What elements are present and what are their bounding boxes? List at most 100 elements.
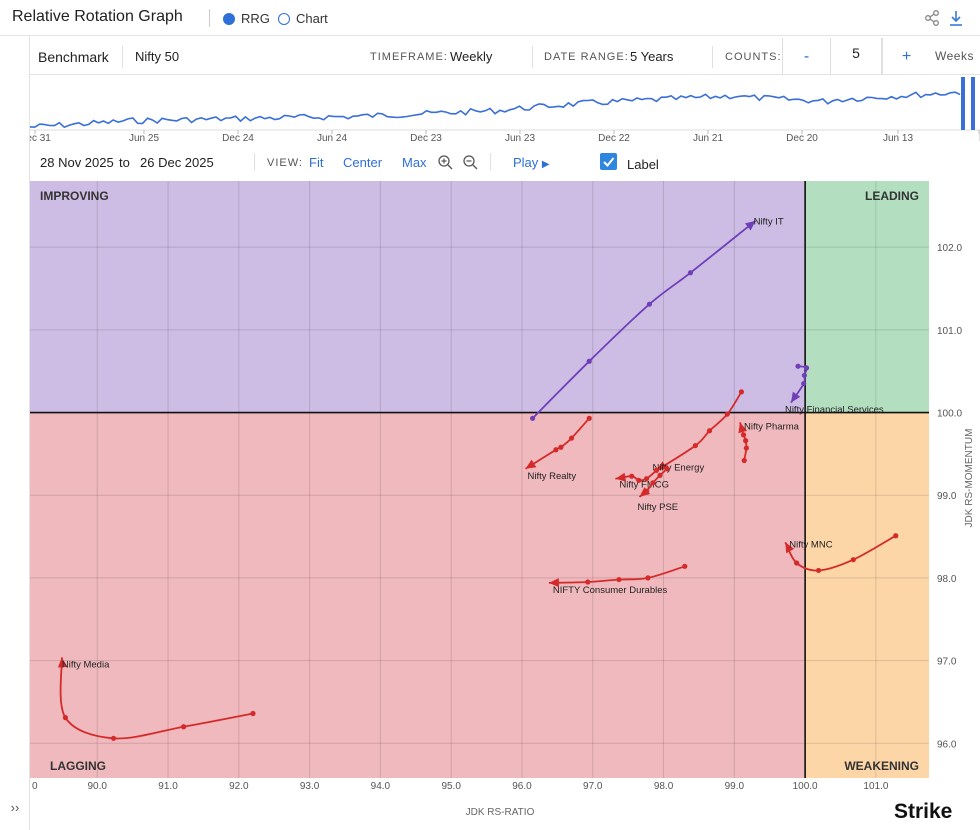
label-checkbox[interactable] xyxy=(600,153,617,170)
quadrant-label-weakening: WEAKENING xyxy=(844,759,919,773)
series-point[interactable] xyxy=(801,380,807,387)
to-date[interactable]: 26 Dec 2025 xyxy=(140,155,214,170)
y-tick-label: 101.0 xyxy=(937,326,962,337)
zoom-out-icon[interactable] xyxy=(462,154,478,170)
navigator-tick-label: Jun 13 xyxy=(883,133,913,144)
time-navigator[interactable]: Dec 31 Jun 25 Dec 24 Jun 24 Dec 23 Jun 23 Dec … xyxy=(30,75,980,145)
series-point[interactable] xyxy=(653,467,660,474)
app-title: Relative Rotation Graph xyxy=(12,8,183,25)
toolbar-divider xyxy=(532,46,533,68)
download-icon[interactable] xyxy=(947,9,965,27)
series-label: Nifty MNC xyxy=(789,539,832,550)
rrg-chart[interactable]: IMPROVING LEADING LAGGING WEAKENING 0 90.0 91… xyxy=(0,178,980,830)
series-point[interactable] xyxy=(795,363,801,369)
series-point[interactable] xyxy=(568,435,575,441)
series-head-arrow[interactable] xyxy=(615,472,626,482)
series-head-arrow[interactable] xyxy=(639,487,651,497)
toolbar-divider xyxy=(122,46,123,68)
series-point[interactable] xyxy=(586,415,592,421)
series-point[interactable] xyxy=(558,444,564,450)
series-point[interactable] xyxy=(687,270,694,276)
series-point[interactable] xyxy=(181,724,187,730)
y-tick-label: 97.0 xyxy=(937,657,957,668)
series-point[interactable] xyxy=(629,473,635,479)
series-label: Nifty PSE xyxy=(637,502,678,513)
series-point[interactable] xyxy=(682,563,688,569)
series-point[interactable] xyxy=(657,472,663,478)
title-divider xyxy=(209,9,210,27)
count-increase-button[interactable]: + xyxy=(882,38,930,75)
x-tick-label: 97.0 xyxy=(583,781,603,792)
series-point[interactable] xyxy=(741,457,747,464)
series-point[interactable] xyxy=(585,579,591,585)
series-point[interactable] xyxy=(643,476,650,482)
share-icon[interactable] xyxy=(923,9,941,27)
navigator-tick-label: Dec 24 xyxy=(222,133,254,144)
series-point[interactable] xyxy=(616,576,622,583)
chart-radio[interactable]: Chart xyxy=(278,11,328,26)
series-point[interactable] xyxy=(801,372,808,378)
rrg-radio[interactable]: RRG xyxy=(223,11,270,26)
series-point[interactable] xyxy=(738,389,745,395)
center-button[interactable]: Center xyxy=(343,155,383,170)
date-range-label: DATE RANGE: xyxy=(544,51,629,63)
series-point[interactable] xyxy=(724,411,730,417)
series-point[interactable] xyxy=(553,447,559,453)
series-head-arrow[interactable] xyxy=(791,391,801,403)
navigator-tick-label: Dec 22 xyxy=(598,133,630,144)
series-point[interactable] xyxy=(529,415,536,421)
timeframe-select[interactable]: Weekly xyxy=(450,49,493,64)
to-label: to xyxy=(119,155,130,170)
series-point[interactable] xyxy=(646,301,652,307)
series-head-arrow[interactable] xyxy=(738,422,748,434)
series-point[interactable] xyxy=(815,567,822,574)
series-point[interactable] xyxy=(893,533,899,539)
count-input[interactable]: 5 xyxy=(830,38,882,75)
date-range-select[interactable]: 5 Years xyxy=(630,49,674,64)
expand-sidebar-icon[interactable]: ›› xyxy=(10,800,20,815)
series-point[interactable] xyxy=(250,710,256,717)
series-point[interactable] xyxy=(706,428,713,434)
series-point[interactable] xyxy=(110,735,117,741)
quadrant-label-leading: LEADING xyxy=(865,189,919,203)
x-tick-label: 99.0 xyxy=(725,781,745,792)
series-point[interactable] xyxy=(62,715,68,721)
play-button[interactable]: Play ▶ xyxy=(513,155,550,170)
series-point[interactable] xyxy=(850,557,856,563)
series-point[interactable] xyxy=(743,445,749,451)
series-label: Nifty FMCG xyxy=(619,480,669,491)
y-tick-label: 99.0 xyxy=(937,491,957,502)
series-point[interactable] xyxy=(636,477,642,483)
series-point[interactable] xyxy=(586,358,592,364)
series-label: Nifty Realty xyxy=(528,471,577,482)
series-label: Nifty Financial Services xyxy=(785,405,884,416)
x-tick-label: 91.0 xyxy=(158,781,178,792)
series-head-arrow[interactable] xyxy=(525,459,537,469)
navigator-handle-left[interactable] xyxy=(961,77,965,130)
series-label: Nifty IT xyxy=(754,217,784,228)
series-point[interactable] xyxy=(645,575,651,581)
series-label: Nifty Energy xyxy=(652,462,704,473)
series-point[interactable] xyxy=(803,365,810,371)
series-head-arrow[interactable] xyxy=(785,542,795,554)
from-date[interactable]: 28 Nov 2025 xyxy=(40,155,114,170)
count-decrease-button[interactable]: - xyxy=(782,38,830,75)
max-button[interactable]: Max xyxy=(402,155,427,170)
navigator-handle-right[interactable] xyxy=(971,77,975,130)
series-point[interactable] xyxy=(664,466,670,472)
zoom-in-icon[interactable] xyxy=(437,154,453,170)
series-point[interactable] xyxy=(743,438,749,444)
fit-button[interactable]: Fit xyxy=(309,155,324,170)
y-axis-label: JDK RS-MOMENTUM xyxy=(964,429,975,528)
series-label: Nifty Media xyxy=(62,659,110,670)
series-point[interactable] xyxy=(650,480,656,486)
series-head-arrow[interactable] xyxy=(57,657,67,668)
series-point[interactable] xyxy=(740,432,747,438)
navigator-tick-label: Dec 23 xyxy=(410,133,442,144)
top-bar: Relative Rotation Graph RRG Chart xyxy=(0,0,980,36)
benchmark-select[interactable]: Nifty 50 xyxy=(135,49,180,64)
series-head-arrow[interactable] xyxy=(745,220,756,231)
series-point[interactable] xyxy=(692,442,699,449)
series-point[interactable] xyxy=(794,560,800,566)
series-head-arrow[interactable] xyxy=(548,578,559,588)
